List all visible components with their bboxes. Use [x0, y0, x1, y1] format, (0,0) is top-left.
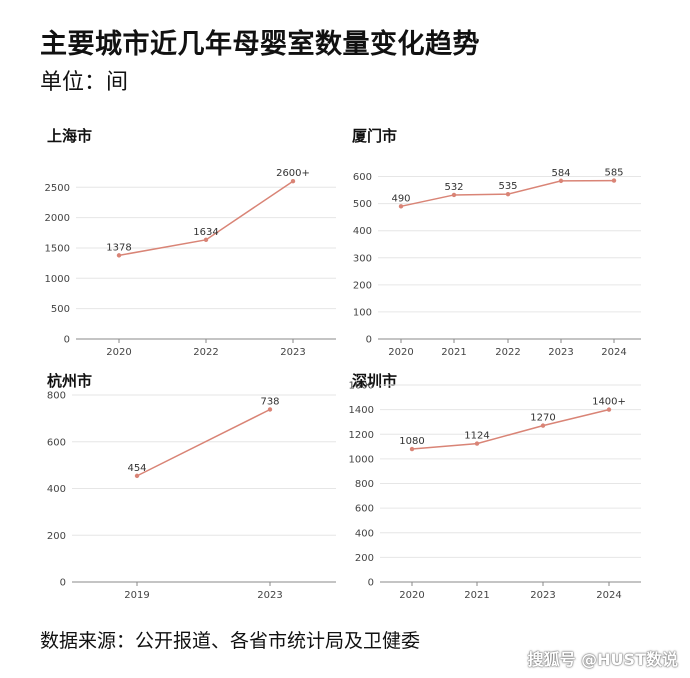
shanghai-ytick-label: 500 [51, 304, 70, 315]
xiamen-data-label: 490 [391, 193, 410, 204]
shenzhen-xtick-label: 2020 [399, 590, 424, 601]
xiamen-data-point [558, 178, 564, 184]
hangzhou-data-point [267, 407, 273, 412]
shenzhen-ytick-label: 600 [355, 504, 374, 515]
shanghai-xtick-label: 2023 [280, 347, 305, 358]
xiamen-ytick-label: 0 [366, 335, 372, 346]
xiamen-data-point [505, 191, 511, 197]
xiamen-xtick-label: 2023 [548, 347, 573, 358]
shanghai-ytick-label: 2000 [45, 213, 70, 224]
xiamen-data-label: 584 [551, 168, 570, 179]
shanghai-xtick-label: 2020 [106, 347, 131, 358]
hangzhou-ytick-label: 600 [47, 437, 66, 448]
hangzhou-ytick-label: 400 [47, 484, 66, 495]
hangzhou-xtick-label: 2023 [257, 590, 282, 601]
shenzhen-ytick-label: 1000 [349, 454, 374, 465]
shanghai-data-label: 2600+ [276, 168, 310, 179]
hangzhou-series-line [136, 408, 271, 477]
shenzhen-ytick-label: 1200 [349, 430, 374, 441]
xiamen-ytick-label: 600 [353, 172, 372, 183]
shenzhen-data-point [540, 423, 546, 428]
shanghai-ytick-label: 2500 [45, 183, 70, 194]
xiamen-ytick-label: 300 [353, 253, 372, 264]
shenzhen-ytick-label: 200 [355, 553, 374, 564]
shanghai-ytick-label: 0 [64, 335, 70, 346]
xiamen-ytick-label: 500 [353, 199, 372, 210]
xiamen-data-point [398, 204, 404, 209]
hangzhou-ytick-label: 800 [47, 391, 66, 402]
shenzhen-data-point [474, 441, 480, 446]
hangzhou-ytick-label: 0 [60, 578, 66, 589]
shanghai-data-point [203, 237, 209, 243]
shenzhen-xtick-label: 2023 [530, 590, 555, 601]
shenzhen-series-line [411, 408, 610, 450]
xiamen-data-point [451, 192, 457, 198]
xiamen-xtick-label: 2021 [441, 347, 466, 358]
shanghai-data-label: 1378 [106, 242, 131, 253]
hangzhou-data-label: 454 [127, 463, 146, 474]
shenzhen-data-label: 1124 [464, 431, 489, 442]
hangzhou-xtick-label: 2019 [124, 590, 149, 601]
watermark: 搜狐号 @HUST数说 [527, 650, 678, 669]
page-title: 主要城市近几年母婴室数量变化趋势 [40, 29, 480, 60]
hangzhou-data-point [134, 473, 140, 479]
shenzhen-xtick-label: 2021 [464, 590, 489, 601]
shenzhen-ytick-label: 1600 [349, 381, 374, 392]
shenzhen-data-label: 1270 [530, 413, 555, 424]
shanghai-ytick-label: 1000 [45, 274, 70, 285]
xiamen-xtick-label: 2022 [495, 347, 520, 358]
xiamen-data-label: 585 [604, 168, 623, 179]
shenzhen-ytick-label: 800 [355, 479, 374, 490]
chart-title-xiamen: 厦门市 [352, 127, 398, 145]
hangzhou-ytick-label: 200 [47, 531, 66, 542]
shanghai-data-point [116, 253, 122, 258]
shanghai-data-label: 1634 [193, 227, 218, 238]
xiamen-data-label: 532 [444, 182, 463, 193]
shenzhen-data-point [409, 446, 415, 452]
xiamen-ytick-label: 100 [353, 307, 372, 318]
shenzhen-ytick-label: 1400 [349, 405, 374, 416]
chart-title-hangzhou: 杭州市 [47, 372, 93, 390]
shenzhen-data-point [606, 407, 612, 412]
data-source-note: 数据来源：公开报道、各省市统计局及卫健委 [40, 630, 421, 652]
shanghai-ytick-label: 1500 [45, 243, 70, 254]
hangzhou-data-label: 738 [260, 396, 279, 407]
shenzhen-ytick-label: 400 [355, 528, 374, 539]
shenzhen-data-label: 1080 [399, 436, 424, 447]
xiamen-data-point [611, 178, 617, 183]
shanghai-xtick-label: 2022 [193, 347, 218, 358]
xiamen-xtick-label: 2024 [601, 347, 626, 358]
xiamen-data-label: 535 [498, 181, 517, 192]
shanghai-data-point [290, 179, 296, 184]
xiamen-xtick-label: 2020 [388, 347, 413, 358]
xiamen-ytick-label: 200 [353, 280, 372, 291]
xiamen-ytick-label: 400 [353, 226, 372, 237]
shenzhen-xtick-label: 2024 [596, 590, 621, 601]
shenzhen-data-label: 1400+ [592, 397, 626, 408]
shenzhen-ytick-label: 0 [368, 578, 374, 589]
unit-subtitle: 单位：间 [40, 70, 129, 95]
chart-title-shanghai: 上海市 [47, 127, 93, 145]
